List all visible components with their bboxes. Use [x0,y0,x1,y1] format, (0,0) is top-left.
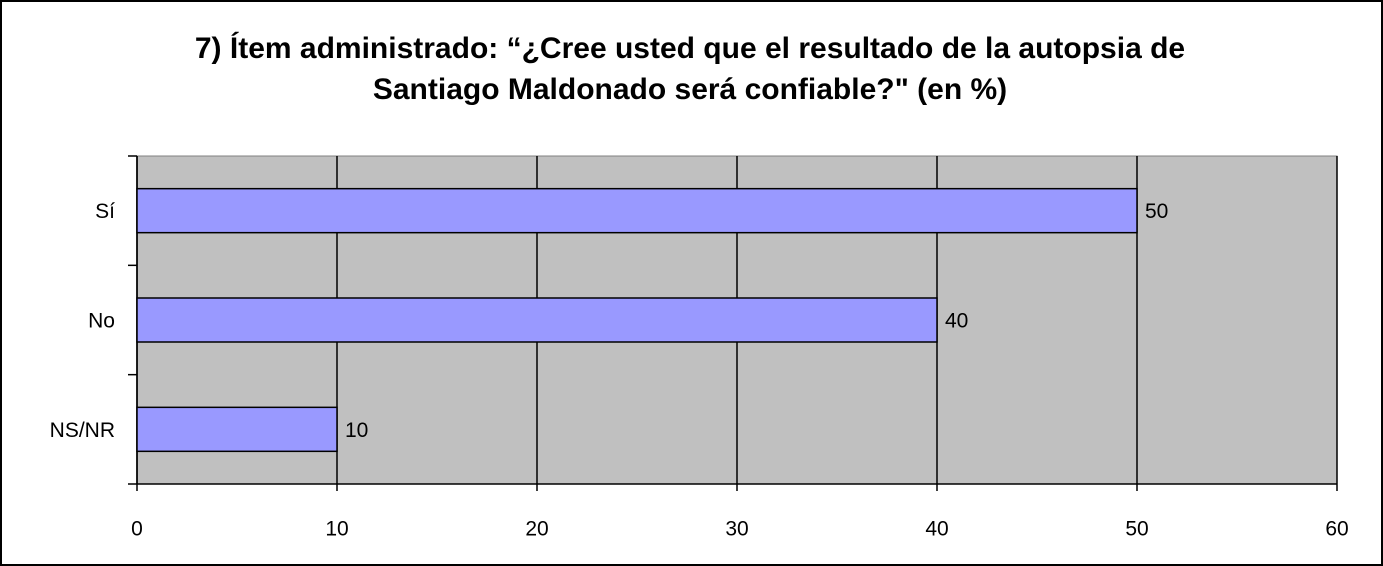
y-tick-label: No [88,310,115,333]
x-tick-label: 0 [131,518,143,541]
data-label: 10 [345,419,368,442]
bar [136,187,1138,234]
x-tick-label: 60 [1325,518,1348,541]
x-tick-label: 50 [1125,518,1148,541]
x-tick-label: 40 [925,518,948,541]
x-tick-label: 20 [525,518,548,541]
data-label: 40 [945,310,968,333]
bar [136,406,338,453]
data-label: 50 [1145,200,1168,223]
chart-title: 7) Ítem administrado: “¿Cree usted que e… [194,32,1186,106]
bar [136,297,938,343]
y-tick-label: Sí [95,200,115,223]
x-tick-label: 10 [325,518,348,541]
x-tick-label: 30 [725,518,748,541]
y-tick-label: NS/NR [50,419,115,442]
